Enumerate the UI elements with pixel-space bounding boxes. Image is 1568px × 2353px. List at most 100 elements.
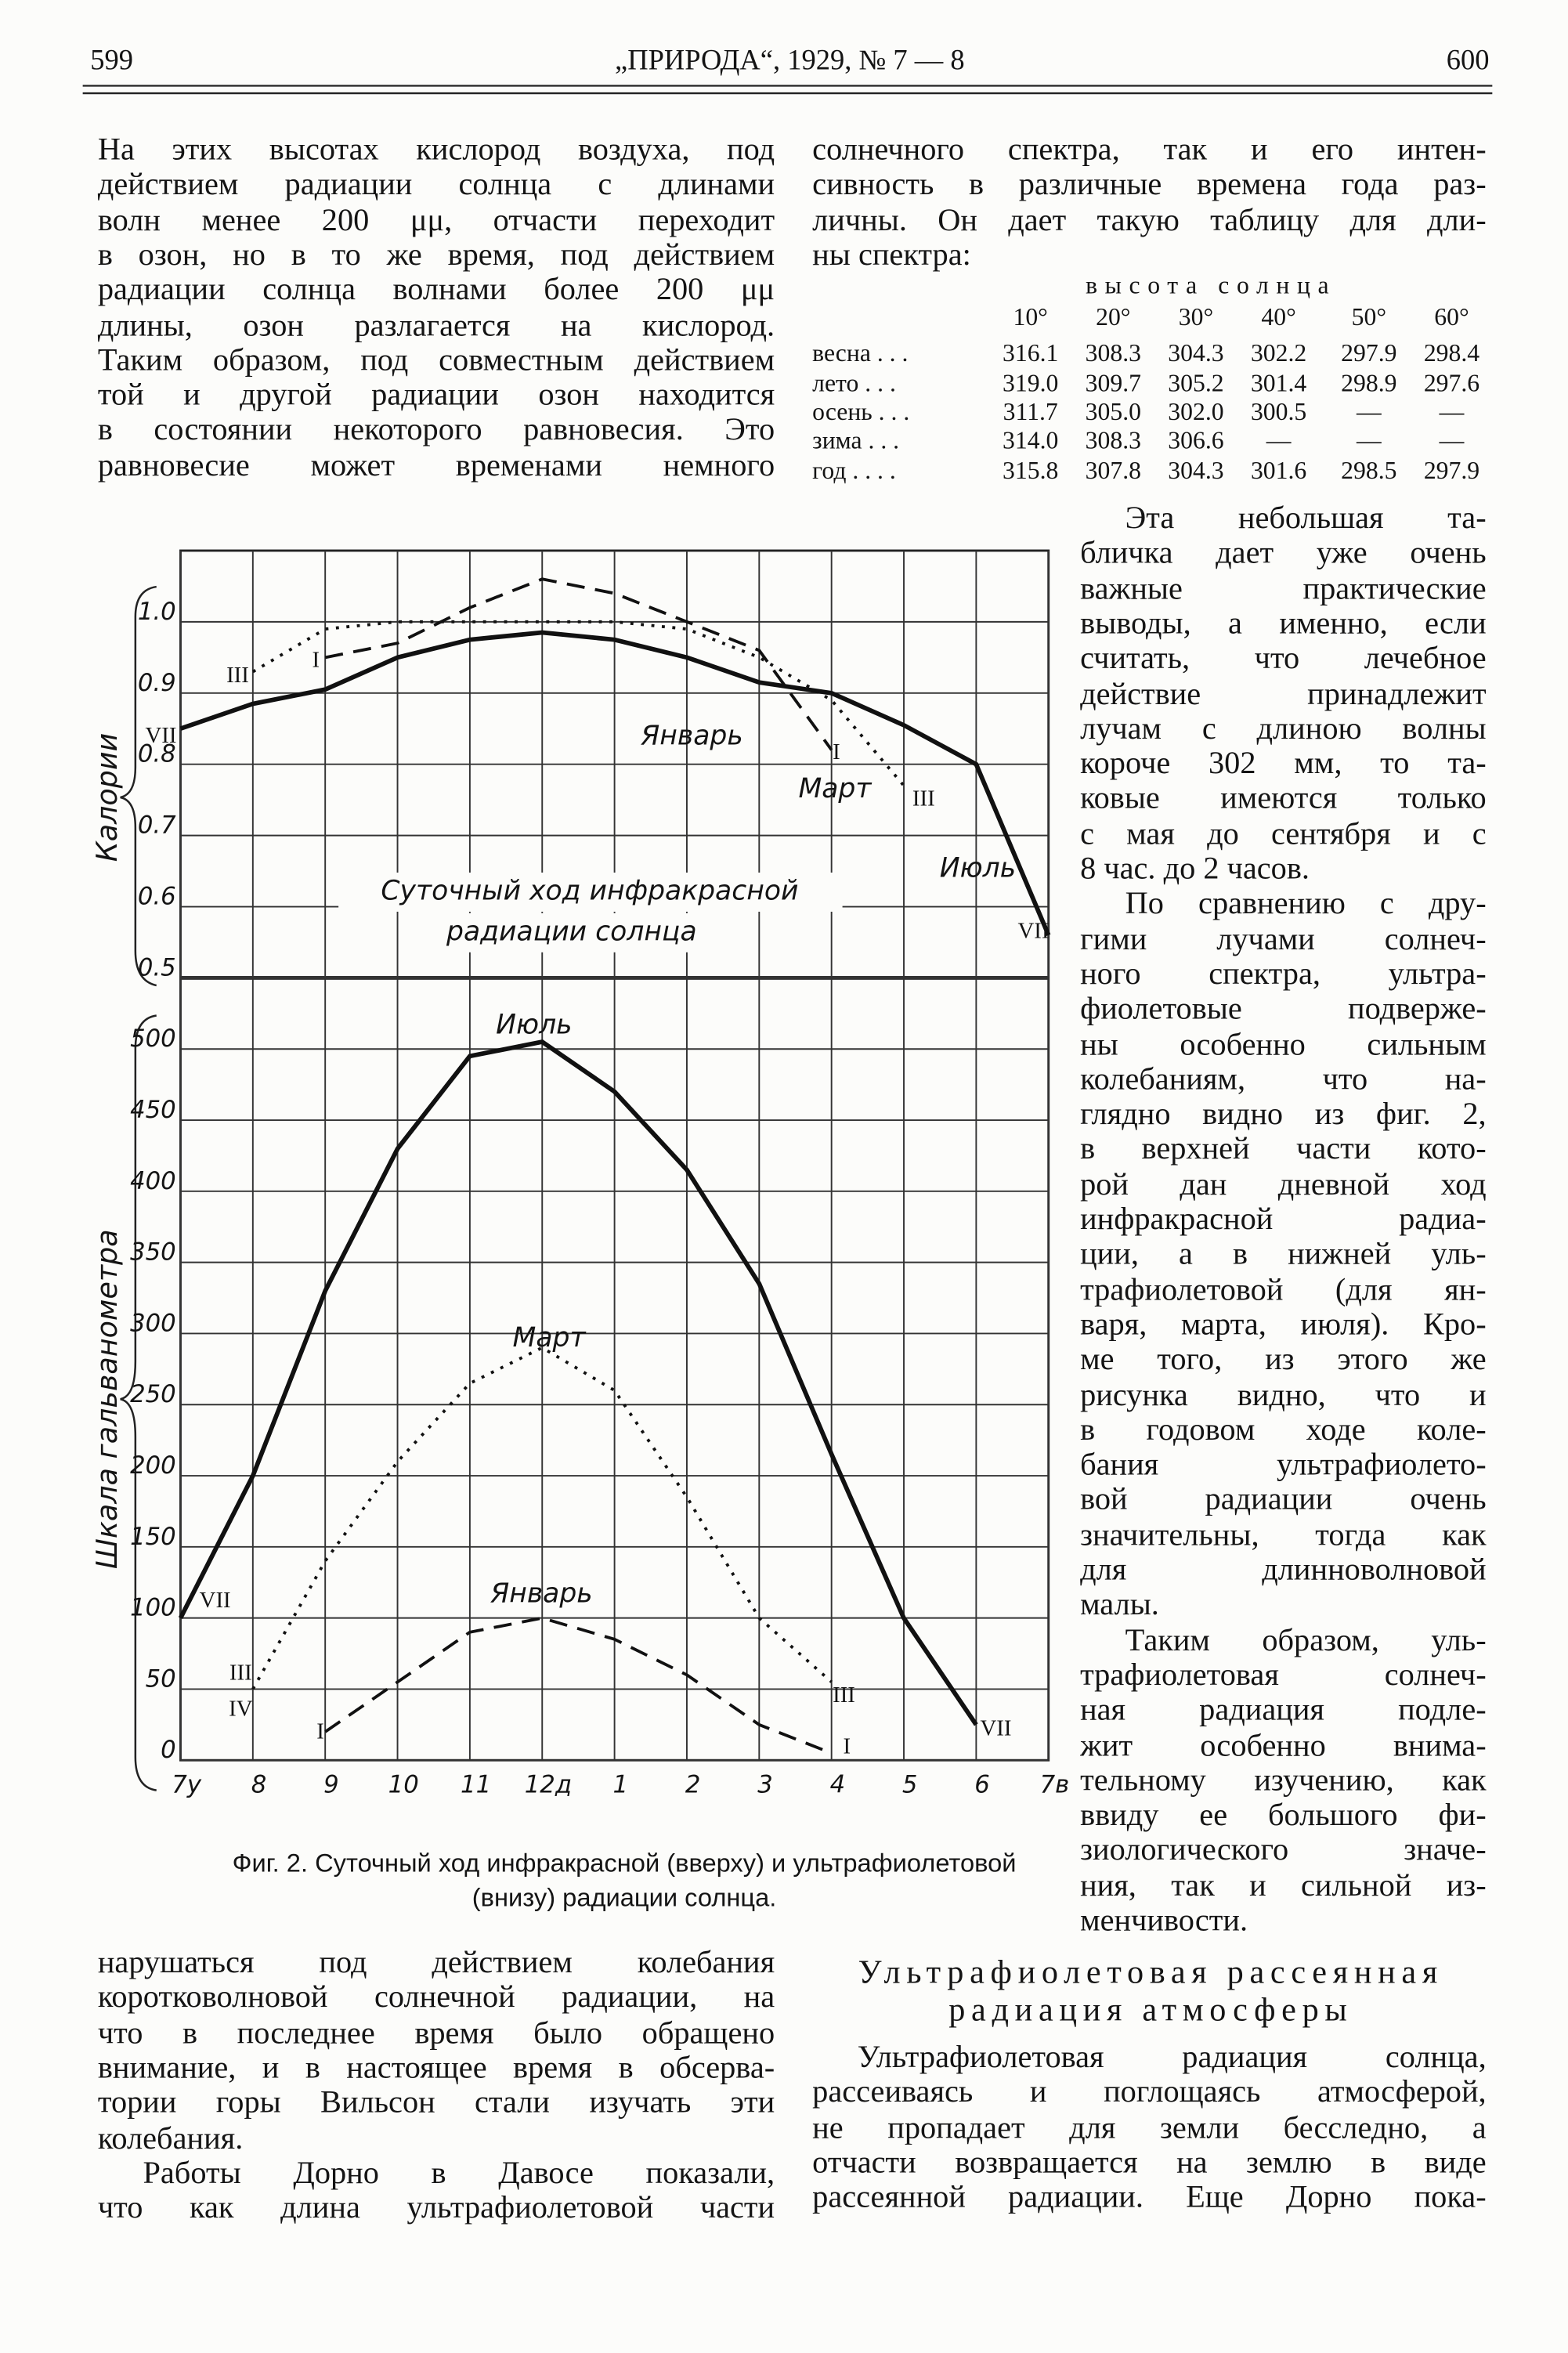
y-tick-label: 1.0 [138, 598, 176, 626]
text-line: радиации солнца волнами более 200 μμ [97, 271, 775, 308]
table-cell: 305.0 [1085, 397, 1141, 426]
row-label: осень . . . [812, 397, 910, 426]
text-line: не пропадает для земли бесследно, а [812, 2109, 1487, 2145]
text-line: малы. [1080, 1585, 1159, 1623]
text-line: действие принадлежит [1080, 674, 1487, 711]
row-label: зима . . . [812, 425, 900, 455]
x-tick-label: 12д [525, 1770, 572, 1798]
page-number: 600 [1446, 45, 1490, 77]
y-tick-label: 350 [130, 1238, 176, 1267]
roman-label: I [833, 739, 840, 764]
roman-label: VII [1018, 918, 1050, 943]
table-header: 30° [1178, 302, 1214, 331]
table-cell: 297.6 [1423, 368, 1480, 398]
x-tick-label: 9 [323, 1770, 339, 1798]
text-line: ны особенно сильным [1080, 1025, 1487, 1062]
roman-label: III [229, 1660, 252, 1685]
y-tick-label: 50 [146, 1664, 176, 1693]
table-cell: 302.0 [1168, 397, 1224, 426]
y-tick-label: 100 [130, 1594, 176, 1622]
table-cell: — [1266, 425, 1292, 455]
figure-caption: Фиг. 2. Суточный ход инфракрасной (вверх… [232, 1849, 1017, 1878]
section-heading: Ультрафиолетовая рассеянная [858, 1953, 1444, 1991]
text-line: колебания. [97, 2119, 244, 2156]
table-cell: — [1356, 397, 1382, 426]
text-line: что как длина ультрафиолетовой части [97, 2189, 775, 2225]
table-cell: 301.4 [1250, 368, 1307, 398]
text-line: 8 час. до 2 часов. [1080, 850, 1310, 887]
text-line: тории горы Вильсон стали изучать эти [97, 2084, 775, 2120]
text-line: гими лучами солнеч- [1080, 920, 1487, 956]
label-backdrop [338, 873, 843, 912]
x-tick-label: 11 [461, 1770, 491, 1798]
table-header: 50° [1351, 302, 1387, 331]
text-line: бания ультрафиолето- [1080, 1445, 1487, 1483]
table-cell: 304.3 [1168, 338, 1224, 367]
y-tick-label: 400 [130, 1167, 176, 1195]
text-line: с мая до сентября и с [1080, 815, 1487, 851]
roman-label: III [833, 1683, 855, 1708]
figure-caption: (внизу) радиации солнца. [471, 1883, 777, 1913]
text-line: На этих высотах кислород воздуха, под [97, 131, 775, 168]
x-tick-label: 8 [251, 1770, 267, 1798]
text-line: ции, а в нижней уль- [1080, 1235, 1487, 1272]
x-tick-label: 6 [974, 1770, 990, 1798]
table-cell: 314.0 [1003, 425, 1059, 455]
text-line: Таким образом, уль- [1125, 1621, 1487, 1657]
text-line: в годовом ходе коле- [1080, 1411, 1487, 1448]
table-cell: 302.2 [1250, 338, 1307, 367]
text-line: считать, что лечебное [1080, 639, 1487, 676]
series-line [251, 620, 905, 787]
text-line: По сравнению с дру- [1125, 884, 1487, 922]
y-tick-label: 0.9 [138, 669, 176, 697]
table-cell: 319.0 [1003, 368, 1059, 398]
series-label: Январь [490, 1578, 592, 1609]
y-tick-label: 500 [130, 1025, 176, 1053]
table-cell: 297.9 [1423, 455, 1480, 485]
roman-label: I [844, 1733, 851, 1758]
table-cell: — [1439, 425, 1465, 455]
series-label: Июль [496, 1009, 572, 1040]
text-line: действием радиации солнца с длинами [97, 165, 775, 202]
y-tick-label: 0.5 [138, 953, 176, 981]
text-line: что в последнее время было обращено [97, 2014, 775, 2051]
table-cell: 301.6 [1250, 455, 1307, 485]
text-line: в верхней части кото- [1080, 1130, 1487, 1167]
x-tick-label: 3 [757, 1770, 773, 1798]
table-cell: — [1356, 425, 1382, 455]
text-line: Работы Дорно в Давосе показали, [143, 2154, 775, 2191]
table-header: 10° [1013, 302, 1048, 331]
text-line: ны спектра: [812, 236, 971, 273]
table-cell: — [1439, 397, 1465, 426]
roman-label: VII [981, 1715, 1012, 1740]
table-cell: 298.4 [1423, 338, 1480, 367]
page-number: 599 [90, 45, 133, 77]
table-header: 20° [1096, 302, 1131, 331]
x-tick-label: 4 [830, 1770, 846, 1798]
text-line: короче 302 мм, то та- [1080, 744, 1487, 782]
table-cell: 307.8 [1085, 455, 1141, 485]
x-tick-label: 7в [1040, 1770, 1070, 1798]
text-line: Эта небольшая та- [1125, 499, 1487, 536]
x-tick-label: 1 [613, 1770, 629, 1798]
y-tick-label: 250 [130, 1380, 176, 1408]
chart-annotation: радиации солнца [446, 916, 697, 947]
text-line: рисунка видно, что и [1080, 1375, 1487, 1412]
y-axis-label: Калории [90, 733, 124, 862]
label-backdrop [421, 913, 722, 952]
running-title: „ПРИРОДА“, 1929, № 7 — 8 [615, 45, 965, 77]
table-cell: 304.3 [1168, 455, 1224, 485]
y-tick-label: 300 [130, 1309, 176, 1337]
x-tick-label: 10 [388, 1770, 419, 1798]
series-line [324, 1616, 833, 1755]
text-line: рассеянной радиации. Еще Дорно пока- [812, 2178, 1487, 2215]
table-cell: 305.2 [1168, 368, 1224, 398]
text-line: жит особенно внима- [1080, 1726, 1487, 1763]
text-line: трафиолетовая солнеч- [1080, 1656, 1487, 1693]
text-line: ния, так и сильной из- [1080, 1866, 1487, 1903]
table-cell: 300.5 [1250, 397, 1307, 426]
table-cell: 309.7 [1085, 368, 1141, 398]
text-line: рой дан дневной ход [1080, 1165, 1487, 1202]
y-tick-label: 150 [130, 1523, 176, 1551]
